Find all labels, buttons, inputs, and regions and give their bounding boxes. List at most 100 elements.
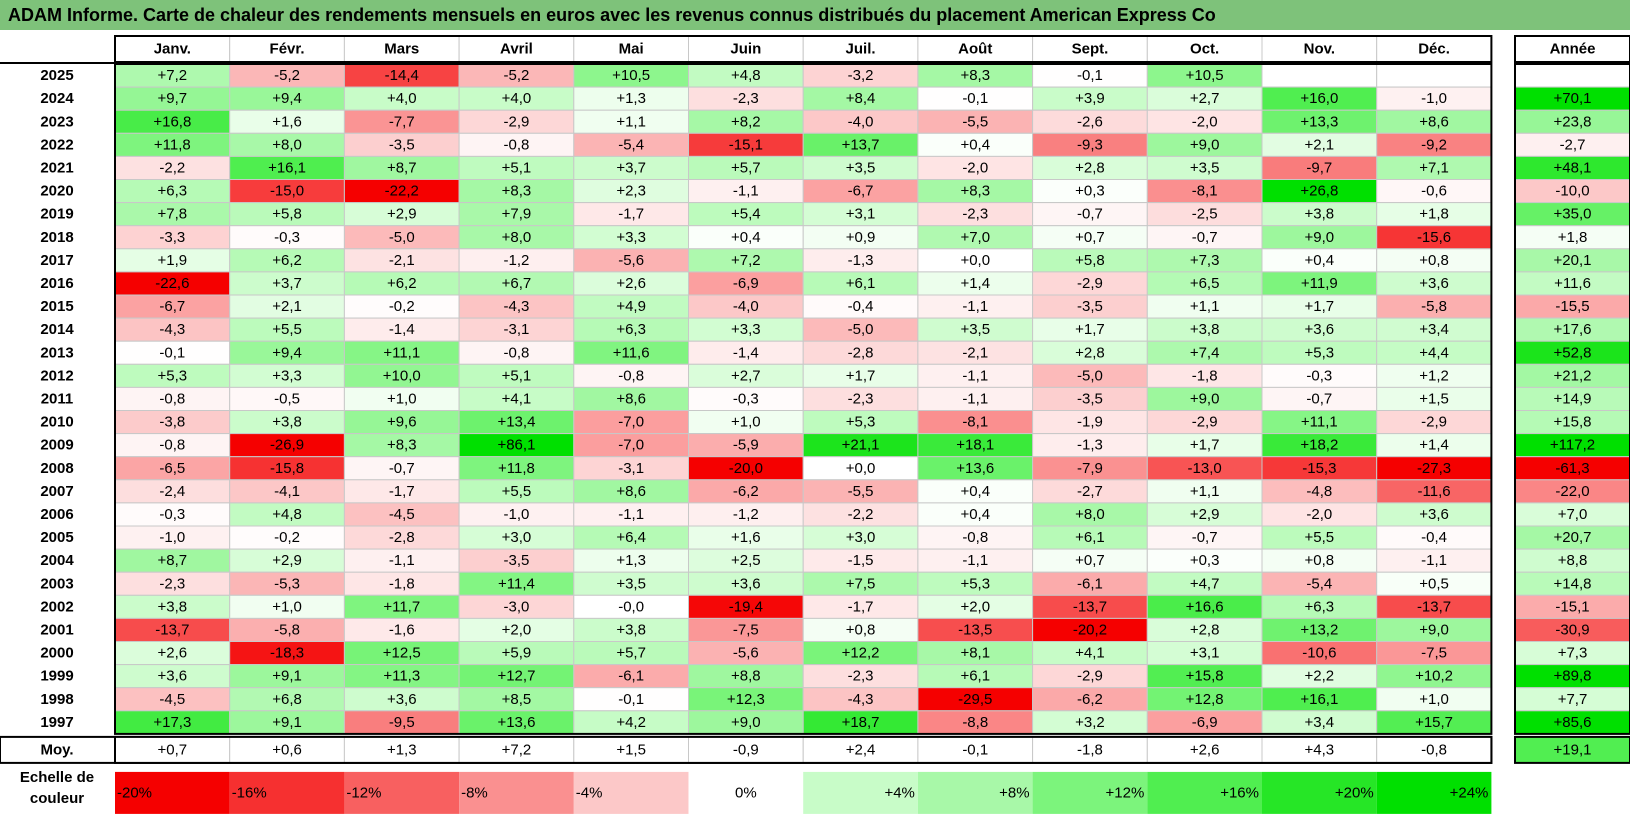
cell-value: +8,3 xyxy=(960,67,990,84)
annual-value: +20,7 xyxy=(1554,529,1592,546)
cell-value: +11,6 xyxy=(613,344,650,361)
cell-value: +11,7 xyxy=(383,598,420,615)
cell-value: -15,3 xyxy=(1302,460,1336,477)
cell-value: +12,8 xyxy=(1186,691,1224,708)
cell-value: -7,5 xyxy=(1421,645,1447,662)
cell-value: -0,1 xyxy=(1077,67,1103,84)
column-header: Nov. xyxy=(1304,41,1335,58)
year-label: 2003 xyxy=(40,575,73,592)
cell-value: +4,4 xyxy=(1419,344,1449,361)
average-cell xyxy=(114,736,231,764)
cell-value: +7,3 xyxy=(1190,252,1220,269)
average-value: -0,1 xyxy=(962,741,988,758)
cell-value: -22,6 xyxy=(155,275,189,292)
cell-value: +12,3 xyxy=(727,691,765,708)
cell-value: -1,9 xyxy=(1077,414,1103,431)
cell-value: -15,6 xyxy=(1417,229,1451,246)
cell-value: +3,5 xyxy=(616,575,646,592)
cell-value: +0,7 xyxy=(1075,552,1105,569)
cell-value: +21,1 xyxy=(842,437,880,454)
cell-value: +0,3 xyxy=(1190,552,1220,569)
cell-value: -2,9 xyxy=(1077,275,1103,292)
column-header: Févr. xyxy=(270,41,305,58)
cell-value: -7,7 xyxy=(389,113,415,130)
annual-value: -30,9 xyxy=(1555,621,1589,638)
cell-value: +5,3 xyxy=(960,575,990,592)
annual-value: +52,8 xyxy=(1554,344,1592,361)
cell-value: -1,2 xyxy=(733,506,759,523)
year-label: 2024 xyxy=(40,90,74,107)
cell-value: +3,9 xyxy=(1075,90,1105,107)
cell-value: +0,4 xyxy=(960,136,990,153)
color-scale-swatch xyxy=(688,771,804,814)
cell-value: -1,0 xyxy=(504,506,530,523)
cell-value: -8,8 xyxy=(962,714,988,731)
cell-value: +5,9 xyxy=(502,645,532,662)
cell-value: +3,5 xyxy=(1190,159,1220,176)
cell-value: +6,3 xyxy=(616,321,646,338)
cell-value: +6,2 xyxy=(387,275,417,292)
cell-value: +0,0 xyxy=(960,252,990,269)
cell-value: +3,5 xyxy=(846,159,876,176)
cell-value: -0,1 xyxy=(159,344,185,361)
cell-value: +3,2 xyxy=(1075,714,1105,731)
cell-value: +15,8 xyxy=(1186,668,1224,685)
cell-value: +8,1 xyxy=(960,645,990,662)
cell-value: -0,5 xyxy=(274,390,300,407)
cell-value: -15,1 xyxy=(729,136,763,153)
cell-value: +11,4 xyxy=(498,575,535,592)
annual-value: +7,3 xyxy=(1558,645,1588,662)
cell-value: -1,4 xyxy=(389,321,415,338)
cell-value: +0,4 xyxy=(731,229,761,246)
annual-value: +17,6 xyxy=(1554,321,1592,338)
cell-value: -3,5 xyxy=(389,136,415,153)
cell-value: -7,9 xyxy=(1077,460,1103,477)
average-value: -0,8 xyxy=(1421,741,1447,758)
cell-value: -5,8 xyxy=(274,621,300,638)
cell-value: +1,6 xyxy=(272,113,302,130)
cell-value: -1,7 xyxy=(848,598,874,615)
cell-value: -3,1 xyxy=(504,321,530,338)
average-value: +2,6 xyxy=(1190,741,1220,758)
average-label: Moy. xyxy=(40,741,73,758)
cell-value: +10,5 xyxy=(1186,67,1224,84)
color-scale-stop: -4% xyxy=(576,784,603,801)
cell-value: +3,8 xyxy=(272,414,302,431)
cell-value: +1,9 xyxy=(158,252,188,269)
cell-value: +15,7 xyxy=(1415,714,1453,731)
cell-value: -1,7 xyxy=(618,206,644,223)
cell-value: -2,3 xyxy=(962,206,988,223)
cell-value: +16,0 xyxy=(1300,90,1338,107)
average-value: +1,3 xyxy=(387,741,417,758)
cell-value: +0,0 xyxy=(846,460,876,477)
cell-value: -2,3 xyxy=(848,390,874,407)
cell-value: +6,7 xyxy=(502,275,532,292)
color-scale-swatch xyxy=(1147,771,1262,814)
annual-header-cell xyxy=(1514,35,1630,63)
color-scale-swatch xyxy=(459,771,574,814)
cell-value: -2,1 xyxy=(389,252,415,269)
cell-value: -13,7 xyxy=(155,621,189,638)
cell-value: +2,9 xyxy=(1190,506,1220,523)
color-scale-stop: +16% xyxy=(1220,784,1259,801)
cell-value: +1,1 xyxy=(616,113,646,130)
cell-value: +3,6 xyxy=(731,575,761,592)
cell-value: -2,1 xyxy=(962,344,988,361)
year-label: 2008 xyxy=(40,460,73,477)
cell-value: -5,0 xyxy=(848,321,874,338)
column-header: Déc. xyxy=(1418,41,1450,58)
cell-value: +3,4 xyxy=(1305,714,1335,731)
cell-value: -2,9 xyxy=(1421,414,1447,431)
cell-value: -1,8 xyxy=(1192,367,1218,384)
cell-value: +18,1 xyxy=(956,437,994,454)
cell-value: -1,6 xyxy=(389,621,415,638)
cell-value: -0,8 xyxy=(159,437,185,454)
cell-value: -3,5 xyxy=(1077,390,1103,407)
annual-value: +11,6 xyxy=(1554,275,1591,292)
cell-value: +6,5 xyxy=(1190,275,1220,292)
year-label: 2009 xyxy=(40,437,73,454)
cell-value: +5,5 xyxy=(502,483,532,500)
color-scale-stop: +12% xyxy=(1106,784,1145,801)
cell-value: +4,1 xyxy=(502,390,532,407)
cell-value: +6,2 xyxy=(272,252,302,269)
